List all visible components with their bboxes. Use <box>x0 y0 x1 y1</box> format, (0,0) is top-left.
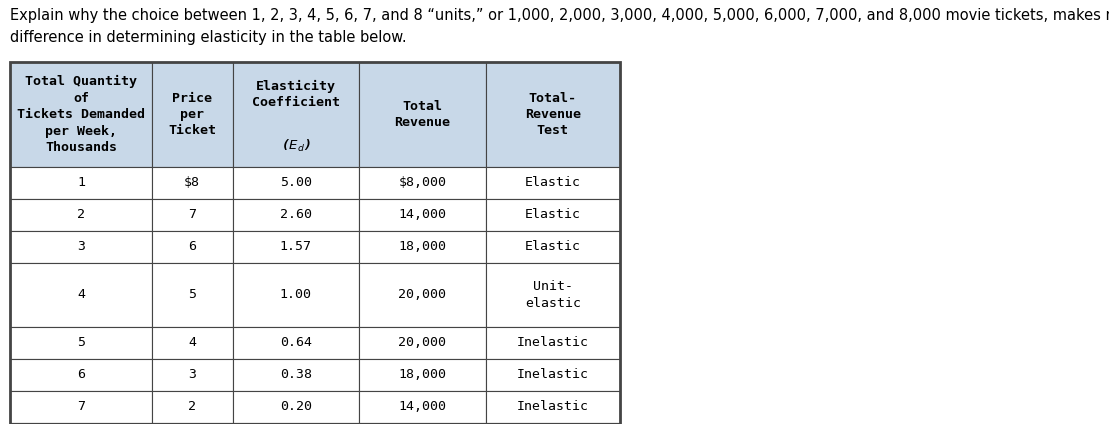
Bar <box>233 62 359 167</box>
Text: 14,000: 14,000 <box>398 209 447 221</box>
Text: 1: 1 <box>77 176 85 190</box>
Bar <box>486 327 620 359</box>
Bar <box>486 359 620 391</box>
Text: 0.20: 0.20 <box>279 401 312 413</box>
Bar <box>486 263 620 327</box>
Bar <box>10 62 152 167</box>
Bar <box>152 263 233 327</box>
Text: 20,000: 20,000 <box>398 288 447 301</box>
Bar <box>10 263 152 327</box>
Bar <box>152 62 233 167</box>
Text: Explain why the choice between 1, 2, 3, 4, 5, 6, 7, and 8 “units,” or 1,000, 2,0: Explain why the choice between 1, 2, 3, … <box>10 8 1109 45</box>
Text: 1.57: 1.57 <box>279 240 312 254</box>
Bar <box>152 167 233 199</box>
Text: 7: 7 <box>189 209 196 221</box>
Bar <box>152 199 233 231</box>
Bar <box>486 199 620 231</box>
Text: 3: 3 <box>77 240 85 254</box>
Bar <box>10 359 152 391</box>
Bar <box>10 231 152 263</box>
Bar <box>486 423 620 424</box>
Text: 4: 4 <box>77 288 85 301</box>
Bar <box>10 167 152 199</box>
Bar <box>10 199 152 231</box>
Bar <box>233 199 359 231</box>
Bar <box>486 62 620 167</box>
Text: Inelastic: Inelastic <box>517 337 589 349</box>
Bar <box>486 391 620 423</box>
Bar <box>233 231 359 263</box>
Bar <box>10 327 152 359</box>
Text: $8,000: $8,000 <box>398 176 447 190</box>
Text: 7: 7 <box>77 401 85 413</box>
Text: 5: 5 <box>77 337 85 349</box>
Bar <box>152 327 233 359</box>
Text: Inelastic: Inelastic <box>517 368 589 382</box>
Bar <box>152 391 233 423</box>
Bar <box>233 263 359 327</box>
Bar <box>152 359 233 391</box>
Text: 3: 3 <box>189 368 196 382</box>
Text: Elasticity
Coefficient: Elasticity Coefficient <box>252 80 339 109</box>
Bar <box>233 359 359 391</box>
Text: 18,000: 18,000 <box>398 240 447 254</box>
Bar <box>359 359 486 391</box>
Text: 2: 2 <box>77 209 85 221</box>
Bar <box>359 62 486 167</box>
Text: 0.38: 0.38 <box>279 368 312 382</box>
Text: Elastic: Elastic <box>525 240 581 254</box>
Bar <box>359 423 486 424</box>
Bar <box>10 423 152 424</box>
Text: 14,000: 14,000 <box>398 401 447 413</box>
Bar <box>233 423 359 424</box>
Bar <box>10 62 620 424</box>
Text: 5.00: 5.00 <box>279 176 312 190</box>
Bar <box>486 231 620 263</box>
Text: Elastic: Elastic <box>525 209 581 221</box>
Text: 18,000: 18,000 <box>398 368 447 382</box>
Bar <box>233 327 359 359</box>
Bar <box>152 231 233 263</box>
Bar <box>233 391 359 423</box>
Bar <box>359 263 486 327</box>
Text: 20,000: 20,000 <box>398 337 447 349</box>
Text: Total-
Revenue
Test: Total- Revenue Test <box>525 92 581 137</box>
Text: $8: $8 <box>184 176 201 190</box>
Bar <box>359 199 486 231</box>
Bar <box>359 167 486 199</box>
Text: ($E_d$): ($E_d$) <box>281 138 311 154</box>
Text: Unit-
elastic: Unit- elastic <box>525 280 581 310</box>
Text: 4: 4 <box>189 337 196 349</box>
Bar <box>10 391 152 423</box>
Bar <box>359 327 486 359</box>
Text: Price
per
Ticket: Price per Ticket <box>169 92 216 137</box>
Text: Inelastic: Inelastic <box>517 401 589 413</box>
Text: 5: 5 <box>189 288 196 301</box>
Text: Total
Revenue: Total Revenue <box>395 100 450 129</box>
Text: 2.60: 2.60 <box>279 209 312 221</box>
Text: 0.64: 0.64 <box>279 337 312 349</box>
Bar <box>359 231 486 263</box>
Bar <box>486 167 620 199</box>
Text: 6: 6 <box>77 368 85 382</box>
Text: Elastic: Elastic <box>525 176 581 190</box>
Text: 6: 6 <box>189 240 196 254</box>
Text: Total Quantity
of
Tickets Demanded
per Week,
Thousands: Total Quantity of Tickets Demanded per W… <box>17 75 145 154</box>
Text: 2: 2 <box>189 401 196 413</box>
Bar <box>359 391 486 423</box>
Bar <box>233 167 359 199</box>
Bar <box>152 423 233 424</box>
Text: 1.00: 1.00 <box>279 288 312 301</box>
